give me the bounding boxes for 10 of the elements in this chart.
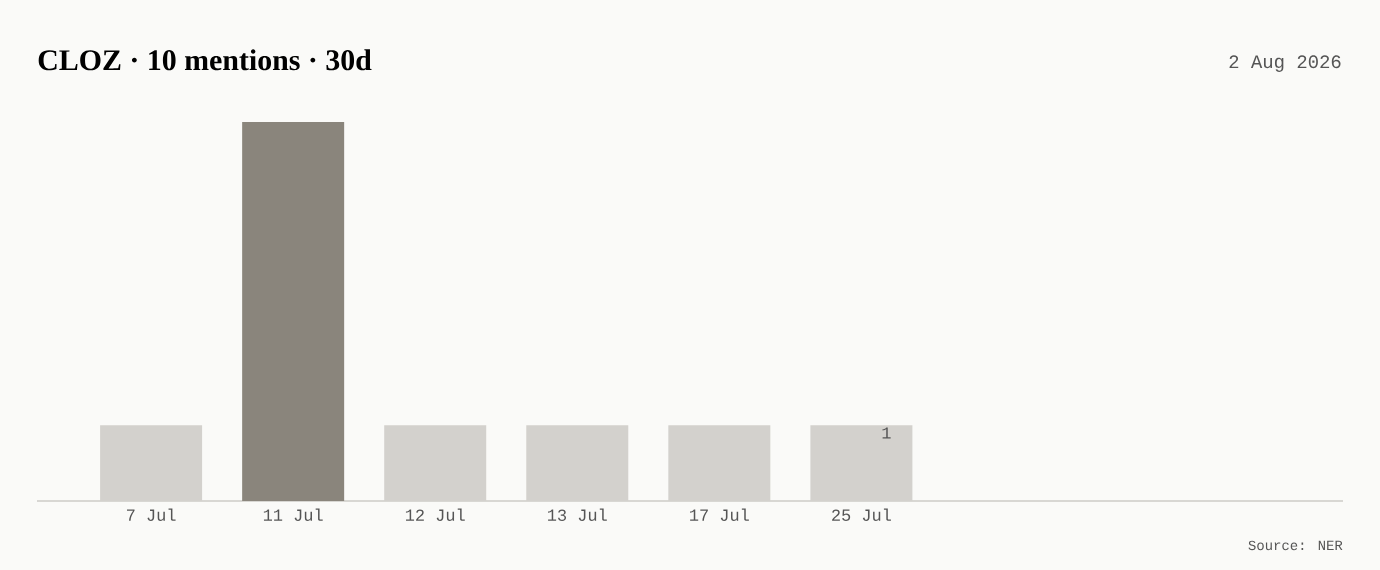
x-tick-label: 13 Jul [548,508,607,521]
x-tick-label: 7 Jul [127,508,176,521]
x-tick-label: 12 Jul [405,508,465,521]
x-tick-label: 25 Jul [832,508,891,521]
chart-title: CLOZ · 10 mentions · 30d [38,49,372,71]
data-label: 1 [882,427,891,439]
text: 2 Aug 2026 [1229,55,1341,72]
source-note: Source: NER [1248,540,1343,551]
x-tick-label: 11 Jul [263,508,323,521]
x-tick-label: 17 Jul [690,508,749,521]
